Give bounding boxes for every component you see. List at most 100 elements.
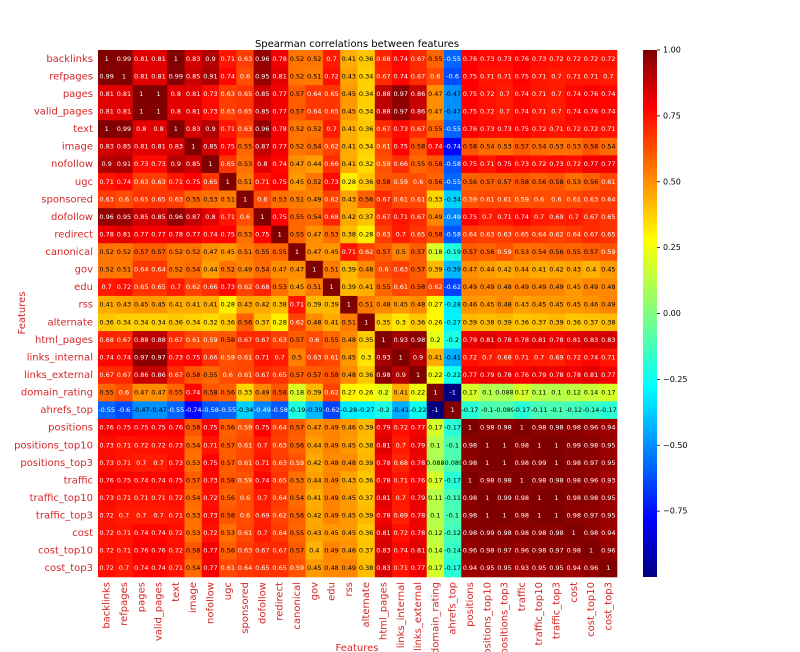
- heatmap-cell: [288, 418, 306, 437]
- cell-label: 0.97: [394, 90, 408, 98]
- heatmap-cell: [167, 295, 185, 314]
- heatmap-cell: [461, 172, 479, 191]
- heatmap-cell: [426, 208, 445, 226]
- cell-label: 0.98: [532, 529, 546, 537]
- heatmap-cell: [340, 559, 358, 578]
- cell-label: 0.7: [274, 353, 284, 361]
- heatmap-cell: [271, 243, 289, 262]
- cell-label: 0.71: [117, 529, 131, 537]
- heatmap-cell: [322, 190, 341, 209]
- cell-label: 0.74: [601, 107, 615, 115]
- cell-label: 0.85: [255, 90, 269, 98]
- heatmap-cell: [149, 436, 168, 455]
- heatmap-cell: [132, 331, 151, 349]
- cell-label: 0.65: [515, 230, 529, 238]
- heatmap-cell: [392, 383, 410, 402]
- cell-label: 0.56: [238, 318, 252, 326]
- cell-label: 0.96: [515, 547, 529, 555]
- cell-label: 0.71: [342, 248, 356, 256]
- heatmap-cell: [132, 559, 151, 578]
- cell-label: 0.81: [584, 371, 598, 379]
- heatmap-cell: [409, 454, 427, 472]
- heatmap-cell: [357, 278, 376, 297]
- cell-label: 0.74: [567, 107, 581, 115]
- cell-label: 0.54: [186, 564, 200, 572]
- cell-label: 0.41: [99, 301, 113, 309]
- heatmap-cell: [392, 295, 410, 314]
- cell-label: 0.65: [238, 107, 252, 115]
- heatmap-cell: [547, 295, 566, 314]
- heatmap-cell: [426, 489, 445, 508]
- cell-label: 0.71: [394, 476, 408, 484]
- heatmap-cell: [184, 67, 203, 86]
- heatmap-cell: [426, 120, 445, 139]
- heatmap-cell: [461, 401, 479, 420]
- cell-label: 0.34: [186, 318, 200, 326]
- cell-label: 0.41: [342, 125, 356, 133]
- cell-label: 0.8: [171, 107, 181, 115]
- heatmap-cell: [444, 454, 462, 472]
- heatmap-cell: [530, 559, 549, 578]
- heatmap-cell: [495, 155, 514, 174]
- heatmap-cell: [219, 85, 237, 103]
- heatmap-cell: [513, 401, 531, 420]
- cell-label: 0.96: [584, 476, 598, 484]
- heatmap-cell: [98, 243, 116, 262]
- cell-label: 0.93: [601, 476, 615, 484]
- heatmap-cell: [565, 366, 583, 385]
- cell-label: 0.61: [601, 178, 615, 186]
- cell-label: 0.67: [376, 72, 390, 80]
- heatmap-cell: [322, 348, 341, 367]
- y-tick-label: html_pages: [35, 335, 93, 346]
- heatmap-cell: [426, 559, 445, 578]
- cell-label: 0.7: [136, 512, 146, 520]
- cell-label: 0.7: [603, 72, 613, 80]
- heatmap-cell: [236, 401, 254, 420]
- heatmap-cell: [322, 541, 341, 560]
- heatmap-cell: [201, 348, 220, 367]
- cell-label: 0.98: [463, 494, 477, 502]
- heatmap-cell: [236, 348, 254, 367]
- cell-label: 0.43: [567, 266, 581, 274]
- cell-label: 0.63: [272, 459, 286, 467]
- cell-label: 0.41: [186, 301, 200, 309]
- heatmap-cell: [322, 85, 341, 103]
- cell-label: 0.47: [307, 424, 321, 432]
- heatmap-cell: [340, 454, 358, 472]
- heatmap-cell: [599, 524, 618, 543]
- heatmap-cell: [132, 120, 151, 139]
- heatmap-cell: [582, 278, 600, 297]
- heatmap-cell: [322, 489, 341, 508]
- heatmap-cell: [253, 471, 272, 490]
- cell-label: 0.54: [186, 266, 200, 274]
- heatmap-cell: [288, 559, 306, 578]
- cell-label: 0.67: [238, 336, 252, 344]
- heatmap-cell: [392, 102, 410, 121]
- heatmap-cell: [271, 436, 289, 455]
- cell-label: 0.62: [324, 143, 338, 151]
- heatmap-cell: [271, 50, 289, 68]
- heatmap-cell: [167, 401, 185, 420]
- heatmap-cell: [409, 559, 427, 578]
- heatmap-cell: [236, 190, 254, 209]
- heatmap-cell: [219, 383, 237, 402]
- cell-label: 0.7: [396, 230, 406, 238]
- heatmap-cell: [236, 243, 254, 262]
- heatmap-cell: [167, 559, 185, 578]
- colorbar-tick-label: 0.50: [663, 177, 681, 186]
- cell-label: 0.52: [169, 266, 183, 274]
- heatmap-cell: [357, 506, 376, 525]
- heatmap-cell: [340, 471, 358, 490]
- heatmap-cell: [357, 260, 376, 279]
- heatmap-cell: [219, 50, 237, 68]
- cell-label: -0.17: [444, 476, 461, 484]
- cell-label: 0.52: [307, 178, 321, 186]
- heatmap-cell: [322, 313, 341, 332]
- cell-label: 0.7: [396, 494, 406, 502]
- heatmap-cell: [149, 155, 168, 174]
- cell-label: 0.32: [359, 160, 373, 168]
- cell-label: 0.98: [549, 476, 563, 484]
- cell-label: 1: [139, 90, 143, 98]
- heatmap-cell: [132, 524, 151, 543]
- heatmap-cell: [149, 85, 168, 103]
